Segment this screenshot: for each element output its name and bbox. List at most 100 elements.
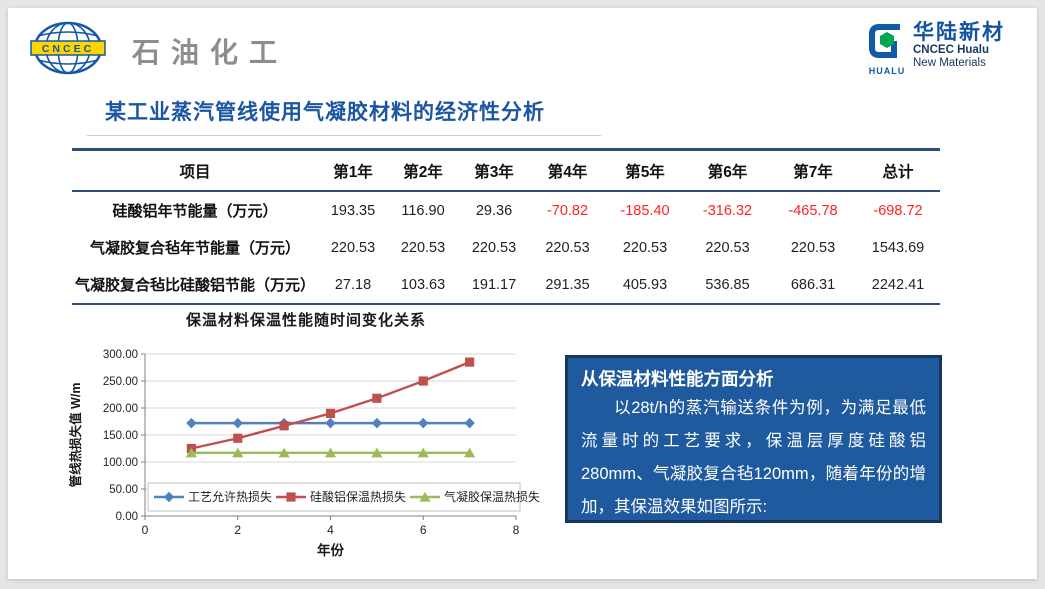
table-cell: -70.82 <box>546 202 589 219</box>
y-tick-label: 300.00 <box>103 349 138 361</box>
hualu-name-en1: CNCEC Hualu <box>913 44 990 56</box>
page-title: 某工业蒸汽管线使用气凝胶材料的经济性分析 <box>105 101 545 124</box>
y-tick-label: 100.00 <box>103 457 138 469</box>
y-axis-label: 管线热损失值 W/m <box>68 383 83 488</box>
y-tick-label: 150.00 <box>103 430 138 442</box>
insulation-performance-chart: 300.00 250.00 200.00 150.00 100.00 50.00 0.00 0… <box>68 311 540 558</box>
x-tick-label: 4 <box>327 523 334 537</box>
cncec-globe-icon: CNCEC <box>30 20 106 81</box>
legend-marker <box>419 491 431 502</box>
table-row: 硅酸铝年节能量（万元） 193.35 116.90 29.36 -70.82 -185.4… <box>72 191 940 229</box>
table-cell: -698.72 <box>873 202 923 219</box>
hualu-logo-icon <box>867 22 907 65</box>
series-marker-2 <box>417 447 429 458</box>
x-tick-label: 8 <box>513 523 520 537</box>
table-cell: 103.63 <box>400 276 446 293</box>
table-cell: 220.53 <box>471 239 517 256</box>
table-cell: 686.31 <box>790 276 836 293</box>
table-cell: -465.78 <box>788 202 838 219</box>
series-line-1 <box>191 360 471 450</box>
header-left: CNCEC 石油化工 <box>30 20 288 81</box>
legend-marker <box>163 491 175 503</box>
series-marker-2 <box>371 447 383 458</box>
row-label: 硅酸铝年节能量（万元） <box>112 203 278 220</box>
series-marker-2 <box>464 447 476 458</box>
analysis-body: 以28t/h的蒸汽输送条件为例，为满足最低流量时的工艺要求，保温层厚度硅酸铝28… <box>581 399 926 516</box>
table-body: 硅酸铝年节能量（万元） 193.35 116.90 29.36 -70.82 -185.4… <box>72 191 940 304</box>
series-marker-2 <box>232 447 244 458</box>
y-tick-label: 200.00 <box>103 403 138 415</box>
table-cell: 220.53 <box>705 239 750 256</box>
y-tick-label: 250.00 <box>103 376 138 388</box>
column-header: 第5年 <box>625 164 665 181</box>
column-header: 第1年 <box>333 164 373 181</box>
cncec-logo-text: 石油化工 <box>132 36 289 68</box>
series-marker-0 <box>232 417 243 429</box>
y-tick-label: 50.00 <box>109 484 138 496</box>
column-header: 第2年 <box>403 164 443 181</box>
row-label: 气凝胶复合毡年节能量（万元） <box>89 240 300 257</box>
series-marker-0 <box>325 417 336 429</box>
analysis-heading: 从保温材料性能方面分析 <box>581 369 774 389</box>
table-cell: 2242.41 <box>871 276 925 293</box>
table-cell: 1543.69 <box>871 239 925 256</box>
series-marker-1 <box>418 376 428 386</box>
legend-label: 气凝胶保温热损失 <box>444 489 540 504</box>
table-row: 气凝胶复合毡年节能量（万元） 220.53 220.53 220.53 220.53 22… <box>72 229 940 266</box>
series-marker-0 <box>371 417 383 429</box>
column-header: 总计 <box>882 164 914 181</box>
row-label: 气凝胶复合毡比硅酸铝节能（万元） <box>74 277 315 294</box>
table-cell: -316.32 <box>702 202 753 219</box>
table-cell: 220.53 <box>545 239 590 256</box>
column-header: 第3年 <box>474 164 514 181</box>
x-tick-label: 2 <box>234 523 241 537</box>
series-marker-1 <box>465 357 475 367</box>
y-tick-label: 0.00 <box>116 511 138 523</box>
table-cell: 536.85 <box>705 276 750 293</box>
slide: CNCEC 石油化工 HUALU 华陆新材 CNCEC Hualu New Ma… <box>8 8 1037 579</box>
series-marker-0 <box>418 417 429 429</box>
cncec-abbr-text: CNCEC <box>42 43 94 55</box>
analysis-box: 从保温材料性能方面分析 以28t/h的蒸汽输送条件为例，为满足最低流量时的工艺要… <box>565 355 942 523</box>
series-marker-0 <box>186 417 197 429</box>
economics-table-wrap: 项目 第1年 第2年 第3年 第4年 第5年 第6年 第7年 总计 硅酸铝年节能量（万元） 193… <box>72 148 940 305</box>
table-cell: 193.35 <box>330 202 376 219</box>
column-header: 项目 <box>179 164 211 181</box>
table-row: 气凝胶复合毡比硅酸铝节能（万元） 27.18 103.63 191.17 291.35 4… <box>72 266 940 304</box>
table-cell: 220.53 <box>330 239 376 256</box>
legend-label: 工艺允许热损失 <box>188 489 272 504</box>
series-marker-1 <box>372 393 382 403</box>
table-cell: 220.53 <box>790 239 836 256</box>
header-right: HUALU 华陆新材 CNCEC Hualu New Materials <box>867 21 1005 77</box>
series-marker-1 <box>325 408 336 418</box>
table-header-row: 项目 第1年 第2年 第3年 第4年 第5年 第6年 第7年 总计 <box>72 150 940 191</box>
table-cell: 291.35 <box>545 276 590 293</box>
table-cell: -185.40 <box>620 202 670 219</box>
x-tick-label: 6 <box>420 523 427 537</box>
column-header: 第6年 <box>707 164 748 181</box>
series-marker-0 <box>464 417 475 429</box>
series-marker-1 <box>233 433 243 443</box>
table-cell: 29.36 <box>475 202 513 219</box>
title-underline <box>87 135 601 136</box>
x-tick-label: 0 <box>142 523 149 537</box>
table-cell: 405.93 <box>622 276 668 293</box>
hualu-name-cn: 华陆新材 <box>913 21 1005 44</box>
hualu-name-en2: New Materials <box>913 57 986 69</box>
series-marker-1 <box>279 421 289 431</box>
series-marker-2 <box>324 447 337 458</box>
series-marker-2 <box>185 447 197 458</box>
chart-title: 保温材料保温性能随时间变化关系 <box>185 311 426 329</box>
column-header: 第4年 <box>547 164 588 181</box>
table-cell: 220.53 <box>622 239 668 256</box>
table-cell: 116.90 <box>401 202 445 219</box>
legend-label: 硅酸铝保温热损失 <box>310 489 406 504</box>
series-marker-2 <box>278 447 290 458</box>
table-cell: 191.17 <box>471 276 517 293</box>
table-cell: 27.18 <box>334 276 372 293</box>
column-header: 第7年 <box>793 164 833 181</box>
economics-table: 项目 第1年 第2年 第3年 第4年 第5年 第6年 第7年 总计 硅酸铝年节能量（万元） 193… <box>72 148 940 305</box>
x-axis-label: 年份 <box>317 542 344 558</box>
legend-box <box>147 482 521 512</box>
